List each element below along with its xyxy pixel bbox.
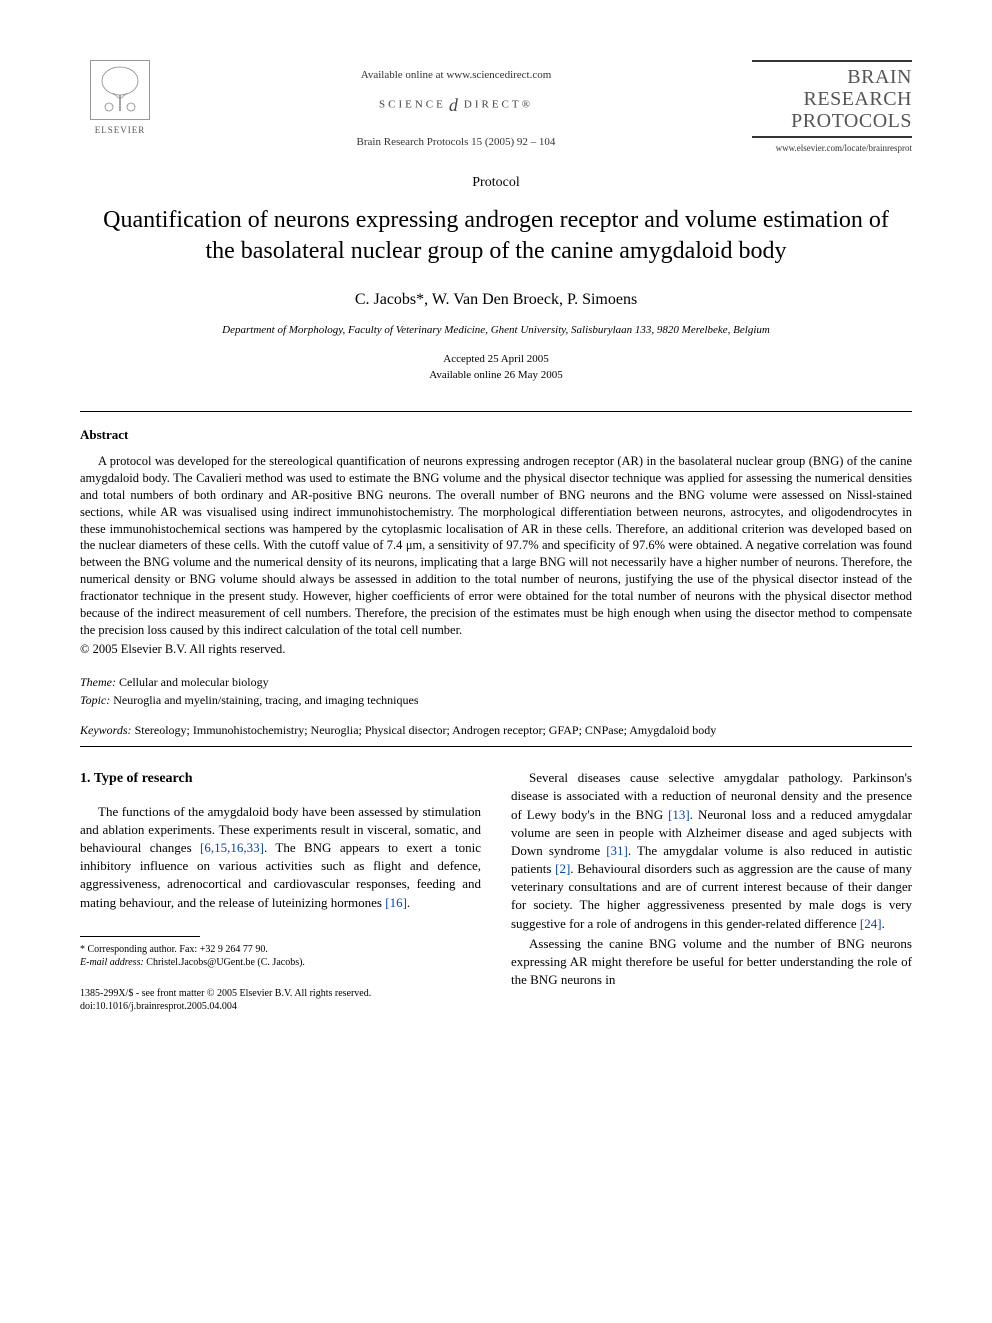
affiliation: Department of Morphology, Faculty of Vet… <box>80 323 912 338</box>
topic-value: Neuroglia and myelin/staining, tracing, … <box>113 693 418 707</box>
doi-line: doi:10.1016/j.brainresprot.2005.04.004 <box>80 1000 481 1013</box>
corresponding-author-footnote: * Corresponding author. Fax: +32 9 264 7… <box>80 943 481 969</box>
separator-bottom <box>80 746 912 747</box>
issn-doi-block: 1385-299X/$ - see front matter © 2005 El… <box>80 987 481 1013</box>
footnote-separator <box>80 936 200 937</box>
authors: C. Jacobs*, W. Van Den Broeck, P. Simoen… <box>80 289 912 311</box>
theme-value: Cellular and molecular biology <box>119 675 269 689</box>
ref-link-24[interactable]: [24] <box>860 916 882 931</box>
article-title: Quantification of neurons expressing and… <box>80 205 912 267</box>
journal-logo-line1: BRAIN <box>752 66 912 88</box>
abstract-heading: Abstract <box>80 426 912 444</box>
corresponding-line: * Corresponding author. Fax: +32 9 264 7… <box>80 943 481 956</box>
journal-logo-line2: RESEARCH <box>752 88 912 110</box>
col2-para2: Assessing the canine BNG volume and the … <box>511 935 912 990</box>
abstract-text: A protocol was developed for the stereol… <box>80 453 912 639</box>
section-1-heading: 1. Type of research <box>80 769 481 789</box>
keywords-label: Keywords: <box>80 723 132 737</box>
journal-logo-box: BRAIN RESEARCH PROTOCOLS <box>752 60 912 138</box>
email-value: Christel.Jacobs@UGent.be (C. Jacobs). <box>146 957 305 968</box>
sd-text-2: DIRECT® <box>464 99 533 111</box>
sd-text-1: SCIENCE <box>379 99 446 111</box>
col2-para1: Several diseases cause selective amygdal… <box>511 769 912 933</box>
email-label: E-mail address: <box>80 957 144 968</box>
available-date: Available online 26 May 2005 <box>80 368 912 383</box>
keywords-value: Stereology; Immunohistochemistry; Neurog… <box>135 723 717 737</box>
right-column: Several diseases cause selective amygdal… <box>511 769 912 1013</box>
ref-link-13[interactable]: [13] <box>668 807 690 822</box>
page-header: ELSEVIER Available online at www.science… <box>80 60 912 154</box>
journal-url: www.elsevier.com/locate/brainresprot <box>752 142 912 154</box>
accepted-date: Accepted 25 April 2005 <box>80 352 912 367</box>
ref-link-16[interactable]: [16] <box>385 895 407 910</box>
topic-label: Topic: <box>80 693 110 707</box>
article-type: Protocol <box>80 174 912 193</box>
article-dates: Accepted 25 April 2005 Available online … <box>80 352 912 383</box>
sciencedirect-logo: SCIENCEdDIRECT® <box>160 93 752 117</box>
email-line: E-mail address: Christel.Jacobs@UGent.be… <box>80 956 481 969</box>
keywords-line: Keywords: Stereology; Immunohistochemist… <box>80 722 912 738</box>
body-columns: 1. Type of research The functions of the… <box>80 769 912 1013</box>
ref-link-2[interactable]: [2] <box>555 861 570 876</box>
theme-label: Theme: <box>80 675 116 689</box>
col1-text-c: . <box>407 895 410 910</box>
copyright-line: © 2005 Elsevier B.V. All rights reserved… <box>80 641 912 658</box>
col2-text-d: . Behavioural disorders such as aggressi… <box>511 861 912 931</box>
issn-line: 1385-299X/$ - see front matter © 2005 El… <box>80 987 481 1000</box>
available-online-text: Available online at www.sciencedirect.co… <box>160 68 752 83</box>
sd-d-icon: d <box>449 93 461 117</box>
publisher-name: ELSEVIER <box>95 124 146 136</box>
col2-text-e: . <box>882 916 885 931</box>
elsevier-tree-icon <box>90 60 150 120</box>
journal-logo-block: BRAIN RESEARCH PROTOCOLS www.elsevier.co… <box>752 60 912 154</box>
topic-line: Topic: Neuroglia and myelin/staining, tr… <box>80 692 912 708</box>
col1-para1: The functions of the amygdaloid body hav… <box>80 803 481 912</box>
ref-link-31[interactable]: [31] <box>606 843 628 858</box>
ref-link-6-15-16-33[interactable]: [6,15,16,33] <box>200 840 264 855</box>
journal-logo-line3: PROTOCOLS <box>752 110 912 132</box>
publisher-logo: ELSEVIER <box>80 60 160 150</box>
left-column: 1. Type of research The functions of the… <box>80 769 481 1013</box>
theme-line: Theme: Cellular and molecular biology <box>80 674 912 690</box>
header-center: Available online at www.sciencedirect.co… <box>160 60 752 150</box>
journal-reference: Brain Research Protocols 15 (2005) 92 – … <box>160 135 752 150</box>
separator-top <box>80 411 912 412</box>
